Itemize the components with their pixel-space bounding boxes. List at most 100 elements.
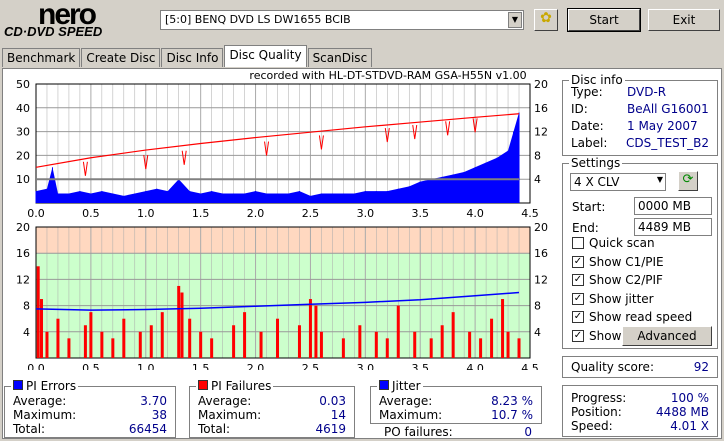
pi-errors-title: PI Errors: [11, 379, 79, 393]
checkbox-label: Show C2/PIF: [589, 273, 663, 287]
pi-failure-bar: [177, 285, 181, 358]
pi-failure-bar: [276, 318, 280, 358]
pi-failure-bar: [297, 325, 301, 358]
exit-button[interactable]: Exit: [648, 9, 720, 31]
progress-value: 100 %: [670, 391, 709, 405]
pi-failure-bar: [180, 292, 184, 358]
nero-logo: nero: [38, 0, 97, 31]
speed-select[interactable]: 4 X CLV ▼: [570, 173, 666, 191]
checkbox-show-c1-pie[interactable]: ✓ Show C1/PIE: [572, 255, 664, 269]
tab-scandisc[interactable]: ScanDisc: [307, 48, 373, 67]
checkbox-box[interactable]: ✓: [572, 311, 584, 323]
checkbox-box[interactable]: [572, 237, 584, 249]
pi-failure-bar: [232, 325, 236, 358]
x-tick-label: 3.5: [411, 207, 429, 220]
x-tick-label: 4.5: [521, 362, 539, 370]
label: Maximum:: [379, 408, 443, 422]
disc-date: 1 May 2007: [627, 119, 698, 133]
label: ID:: [571, 102, 588, 116]
chevron-down-icon[interactable]: ▼: [508, 12, 522, 28]
checkbox-box[interactable]: ✓: [572, 255, 584, 268]
pi-failure-bar: [396, 305, 400, 358]
checkbox-show-read-speed[interactable]: ✓ Show read speed: [572, 310, 692, 324]
pi-failure-bar: [319, 331, 323, 358]
pi-failure-bar: [308, 299, 312, 358]
x-tick-label: 1.0: [137, 207, 155, 220]
drive-select[interactable]: [5:0] BENQ DVD LS DW1655 BCIB ▼: [160, 10, 524, 30]
read-speed-dip: [82, 161, 88, 176]
drive-settings-icon[interactable]: ✿: [534, 9, 558, 31]
cd-dvd-speed-logo: CD·DVD SPEED: [4, 24, 103, 39]
checkbox-box[interactable]: ✓: [572, 292, 584, 305]
quality-score-label: Quality score:: [571, 360, 654, 374]
checkbox-label: Show jitter: [589, 291, 654, 306]
pi-failure-bar: [440, 325, 444, 358]
y2-tick-label: 12: [534, 126, 548, 139]
pi-failure-bar: [89, 312, 93, 358]
title-text: Jitter: [392, 379, 421, 393]
x-tick-label: 0.5: [82, 207, 100, 220]
tab-create-disc[interactable]: Create Disc: [81, 48, 161, 67]
pi-failure-bar: [314, 305, 318, 358]
end-label: End:: [572, 221, 599, 235]
label: Date:: [571, 119, 604, 133]
pi-errors-maximum: 38: [151, 408, 167, 422]
checkbox-box[interactable]: ✓: [572, 274, 584, 286]
y-tick-label: 12: [16, 273, 30, 286]
disc-info-group: Disc info Type: DVD-R ID: BeAll G16001 Dat…: [562, 73, 718, 156]
read-speed-line: [35, 113, 520, 168]
end-input[interactable]: 4489 MB: [634, 218, 712, 236]
start-label: Start:: [572, 200, 606, 214]
advanced-button[interactable]: Advanced: [622, 326, 712, 346]
y2-tick-label: 12: [534, 273, 548, 286]
jitter-average: 8.23 %: [491, 394, 533, 408]
tab-benchmark[interactable]: Benchmark: [2, 48, 81, 67]
pi-failure-bar: [259, 331, 263, 358]
y2-tick-label: 20: [534, 78, 548, 91]
x-tick-label: 2.5: [302, 207, 320, 220]
jitter-title: Jitter: [377, 379, 423, 393]
pi-failure-bar: [413, 331, 417, 358]
label: Position:: [571, 405, 622, 419]
label: Total:: [13, 422, 46, 436]
read-speed-dip: [181, 150, 187, 165]
x-tick-label: 0.5: [82, 362, 100, 370]
start-button[interactable]: Start: [567, 8, 641, 32]
y2-tick-label: 4: [534, 326, 541, 339]
pi-failure-bar: [67, 338, 71, 358]
pi-failure-bar: [506, 331, 510, 358]
pi-failure-bar: [83, 325, 87, 358]
tab-disc-quality[interactable]: Disc Quality: [224, 45, 307, 67]
x-tick-label: 4.0: [466, 362, 484, 370]
start-input[interactable]: 0000 MB: [634, 197, 712, 215]
pi-failure-bar: [374, 331, 378, 358]
y-tick-label: 20: [16, 221, 30, 234]
y2-tick-label: 20: [534, 221, 548, 234]
checkbox-quick-scan[interactable]: Quick scan: [572, 236, 655, 250]
y-tick-label: 10: [16, 173, 30, 186]
po-failures-value: 0: [524, 425, 532, 439]
legend-swatch: [13, 380, 23, 390]
disc-info-title: Disc info: [569, 73, 625, 87]
label: Label:: [571, 136, 608, 150]
x-tick-label: 4.5: [521, 207, 539, 220]
label: Speed:: [571, 419, 613, 433]
pi-failure-bar: [100, 331, 104, 358]
disc-id-row: ID: BeAll G16001: [571, 102, 709, 116]
label: Progress:: [571, 391, 627, 405]
label: PO failures:: [384, 425, 453, 439]
label: Average:: [13, 394, 67, 408]
checkbox-box[interactable]: ✓: [572, 329, 584, 342]
pi-failure-bar: [111, 338, 115, 358]
pi-failures-maximum: 14: [330, 408, 346, 422]
pi-failure-bar: [149, 325, 153, 358]
refresh-icon[interactable]: ⟳: [678, 171, 698, 191]
speed-value: 4 X CLV: [574, 175, 620, 189]
x-tick-label: 4.0: [466, 207, 484, 220]
x-tick-label: 2.0: [247, 207, 265, 220]
checkbox-show-jitter[interactable]: ✓ Show jitter: [572, 292, 654, 306]
x-tick-label: 0.0: [27, 207, 45, 220]
disc-type: DVD-R: [627, 85, 667, 99]
checkbox-show-c2-pif[interactable]: ✓ Show C2/PIF: [572, 273, 663, 287]
tab-disc-info[interactable]: Disc Info: [161, 48, 224, 67]
